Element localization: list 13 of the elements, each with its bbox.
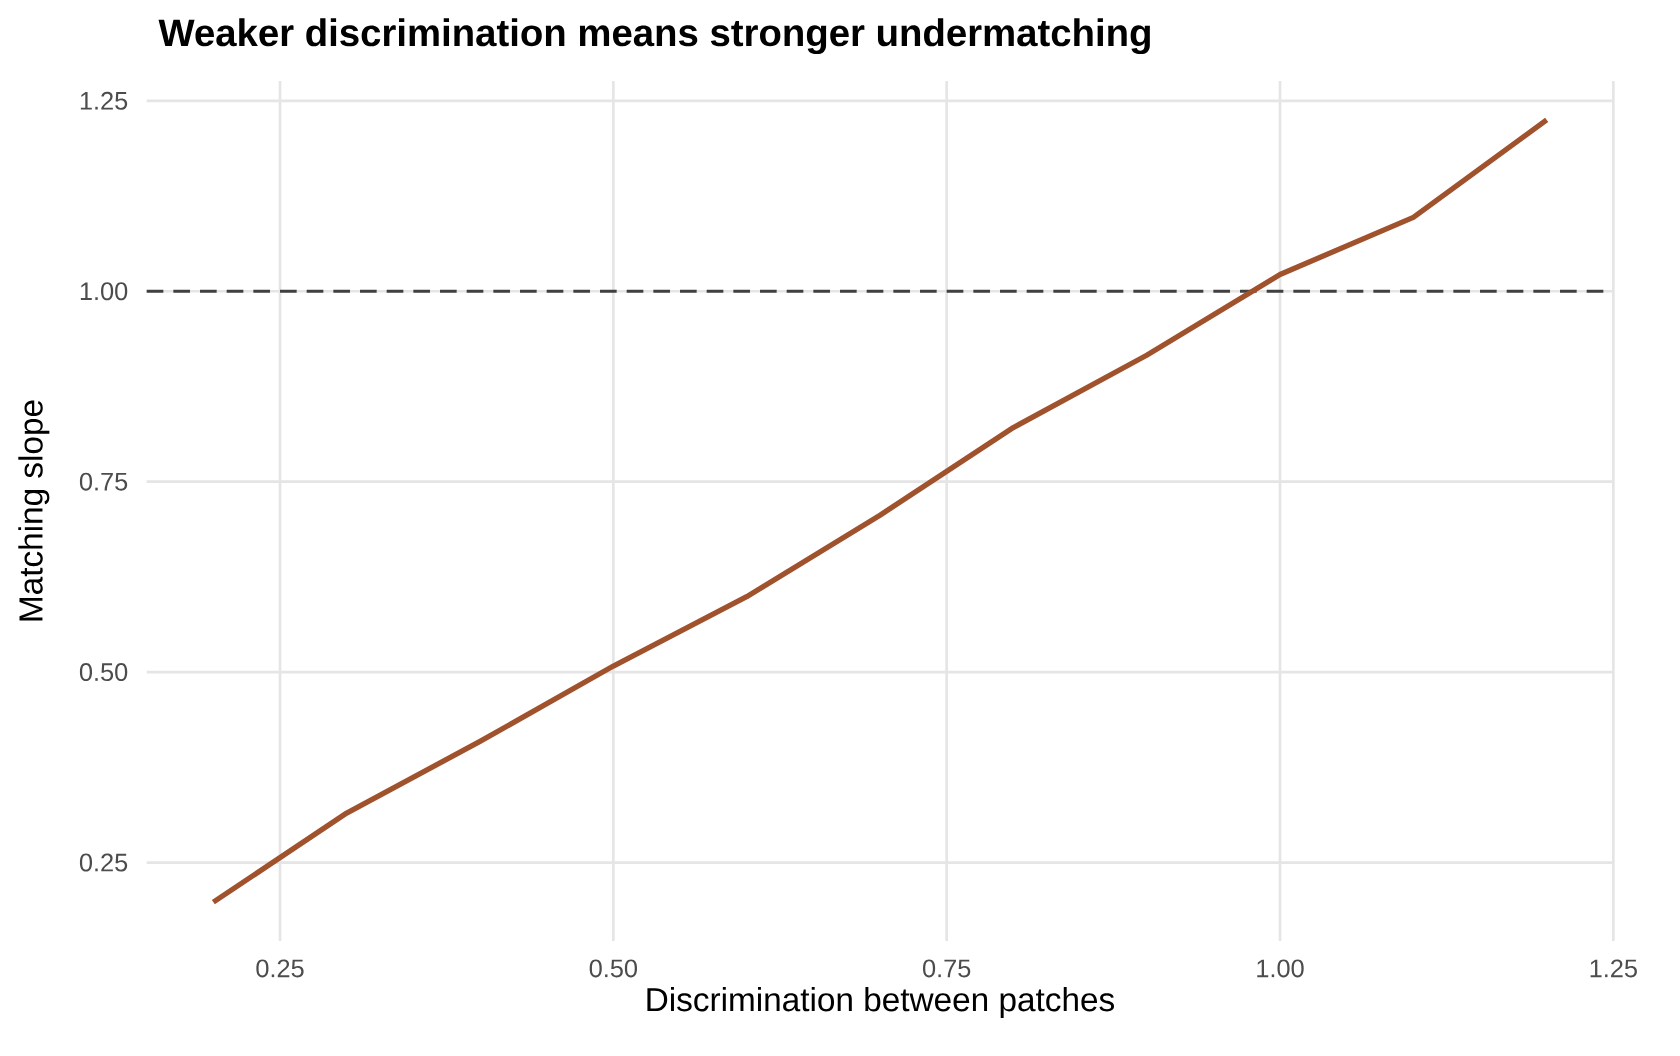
x-tick-label: 0.75: [923, 959, 971, 978]
x-tick-label: 0.25: [256, 959, 304, 978]
y-tick-label: 0.75: [79, 472, 128, 491]
chart-title: Weaker discrimination means stronger undermatching: [158, 18, 1150, 55]
y-tick-label: 0.50: [79, 663, 128, 682]
x-tick-label: 1.25: [1590, 959, 1637, 978]
x-tick-label: 0.50: [589, 959, 638, 978]
x-axis-title: Discrimination between patches: [647, 986, 1114, 1018]
y-tick-label: 1.25: [80, 91, 128, 110]
y-axis-title: Matching slope: [18, 400, 50, 621]
x-tick-label: 1.00: [1257, 959, 1304, 978]
y-tick-label: 0.25: [79, 853, 128, 872]
y-tick-label: 1.00: [80, 282, 128, 301]
